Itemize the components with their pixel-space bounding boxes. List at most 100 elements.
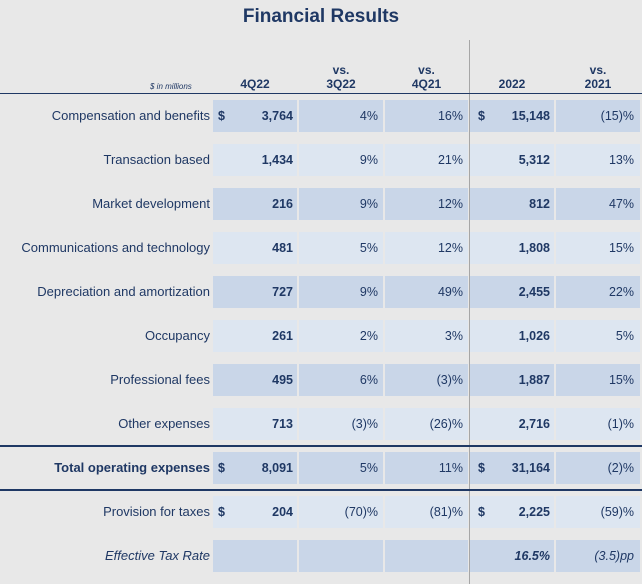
value-vs-3q22: (70)% [344, 505, 378, 519]
unit-label: $ in millions [150, 82, 192, 91]
header-line2: 4Q21 [411, 77, 442, 91]
total-rule-top [0, 445, 642, 447]
header-vs-4q21: vs. 4Q21 [385, 63, 468, 91]
value-vs-4q21: 21% [437, 153, 463, 167]
value-vs-3q22: 9% [359, 197, 378, 211]
header-line2: 4Q22 [240, 77, 270, 91]
value-4q22: 8,091 [261, 461, 293, 475]
value-vs-4q21: (81)% [429, 505, 463, 519]
row-label: Other expenses [118, 416, 210, 431]
header-2022: 2022 [470, 77, 554, 91]
total-rule-bottom [0, 489, 642, 491]
table-row: Compensation and benefits $ 3,764 4% 16%… [0, 100, 642, 132]
header-vs-2021: vs. 2021 [556, 63, 640, 91]
value-vs-2021: 22% [608, 285, 634, 299]
row-label: Compensation and benefits [51, 108, 210, 123]
value-4q22: 1,434 [261, 153, 293, 167]
value-vs-4q21: 3% [444, 329, 463, 343]
value-vs-2021: (59)% [600, 505, 634, 519]
page-title: Financial Results [242, 6, 400, 27]
value-vs-3q22: 6% [359, 373, 378, 387]
column-divider [469, 40, 470, 584]
value-2022: 1,808 [518, 241, 550, 255]
table-row: Market development 216 9% 12% 812 47% [0, 188, 642, 220]
table-row: Other expenses 713 (3)% (26)% 2,716 (1)% [0, 408, 642, 440]
table-row: Depreciation and amortization 727 9% 49%… [0, 276, 642, 308]
value-vs-2021: 13% [608, 153, 634, 167]
value-vs-2021: 15% [608, 241, 634, 255]
header-line2: 2021 [584, 77, 612, 91]
row-label: Effective Tax Rate [104, 548, 210, 563]
value-4q22: 261 [272, 329, 293, 343]
dollar-sign: $ [478, 505, 485, 519]
table-row: Occupancy 261 2% 3% 1,026 5% [0, 320, 642, 352]
header-4q22: 4Q22 [213, 77, 297, 91]
dollar-sign: $ [218, 109, 225, 123]
value-vs-4q21: 12% [437, 197, 463, 211]
value-vs-4q21: 49% [437, 285, 463, 299]
row-label: Occupancy [144, 328, 210, 343]
value-vs-4q21: (26)% [429, 417, 463, 431]
dollar-sign: $ [478, 461, 485, 475]
value-vs-2021: (2)% [607, 461, 634, 475]
header-line2: 3Q22 [326, 77, 356, 91]
value-4q22: 3,764 [261, 109, 293, 123]
value-vs-3q22: 4% [359, 109, 378, 123]
value-vs-4q21: 12% [437, 241, 463, 255]
value-vs-3q22: 5% [359, 461, 378, 475]
header-vs-3q22: vs. 3Q22 [299, 63, 383, 91]
value-2022: 16.5% [514, 549, 550, 563]
table-row: Transaction based 1,434 9% 21% 5,312 13% [0, 144, 642, 176]
value-vs-2021: (15)% [600, 109, 634, 123]
row-label: Transaction based [103, 152, 210, 167]
value-vs-3q22: 9% [359, 153, 378, 167]
table-header: $ in millions 4Q22 vs. 3Q22 vs. 4Q21 202… [0, 60, 642, 93]
value-4q22: 713 [272, 417, 293, 431]
value-vs-3q22: 5% [359, 241, 378, 255]
value-vs-3q22: (3)% [351, 417, 378, 431]
header-line2: 2022 [498, 77, 526, 91]
header-rule [0, 93, 642, 94]
value-4q22: 727 [272, 285, 293, 299]
table-row: Professional fees 495 6% (3)% 1,887 15% [0, 364, 642, 396]
value-vs-4q21: 11% [438, 461, 463, 475]
value-2022: 1,887 [518, 373, 550, 387]
value-2022: 2,455 [518, 285, 550, 299]
header-line1: vs. [418, 63, 435, 77]
value-2022: 15,148 [511, 109, 550, 123]
value-2022: 2,716 [518, 417, 550, 431]
value-2022: 2,225 [518, 505, 550, 519]
value-vs-2021: 15% [608, 373, 634, 387]
value-2022: 5,312 [518, 153, 550, 167]
etr-row: Effective Tax Rate 16.5% (3.5)pp [0, 540, 642, 572]
value-vs-2021: 5% [615, 329, 634, 343]
value-4q22: 481 [272, 241, 293, 255]
value-2022: 812 [529, 197, 550, 211]
value-4q22: 204 [272, 505, 293, 519]
value-vs-3q22: 2% [359, 329, 378, 343]
table-row: Communications and technology 481 5% 12%… [0, 232, 642, 264]
value-4q22: 216 [272, 197, 293, 211]
value-vs-4q21: (3)% [436, 373, 463, 387]
row-label: Total operating expenses [54, 460, 210, 475]
value-2022: 1,026 [518, 329, 550, 343]
row-label: Professional fees [110, 372, 210, 387]
row-label: Depreciation and amortization [37, 284, 210, 299]
dollar-sign: $ [218, 461, 225, 475]
taxes-row: Provision for taxes $ 204 (70)% (81)% $ … [0, 496, 642, 528]
row-label: Provision for taxes [103, 504, 210, 519]
header-line1: vs. [332, 63, 350, 77]
value-4q22: 495 [272, 373, 293, 387]
dollar-sign: $ [218, 505, 225, 519]
value-vs-2021: 47% [608, 197, 634, 211]
row-label: Market development [92, 196, 210, 211]
total-row: Total operating expenses $ 8,091 5% 11% … [0, 452, 642, 484]
value-vs-3q22: 9% [359, 285, 378, 299]
row-label: Communications and technology [21, 240, 210, 255]
value-vs-2021: (3.5)pp [594, 549, 634, 563]
value-vs-4q21: 16% [437, 109, 463, 123]
value-2022: 31,164 [511, 461, 550, 475]
header-line1: vs. [589, 63, 607, 77]
value-vs-2021: (1)% [607, 417, 634, 431]
dollar-sign: $ [478, 109, 485, 123]
